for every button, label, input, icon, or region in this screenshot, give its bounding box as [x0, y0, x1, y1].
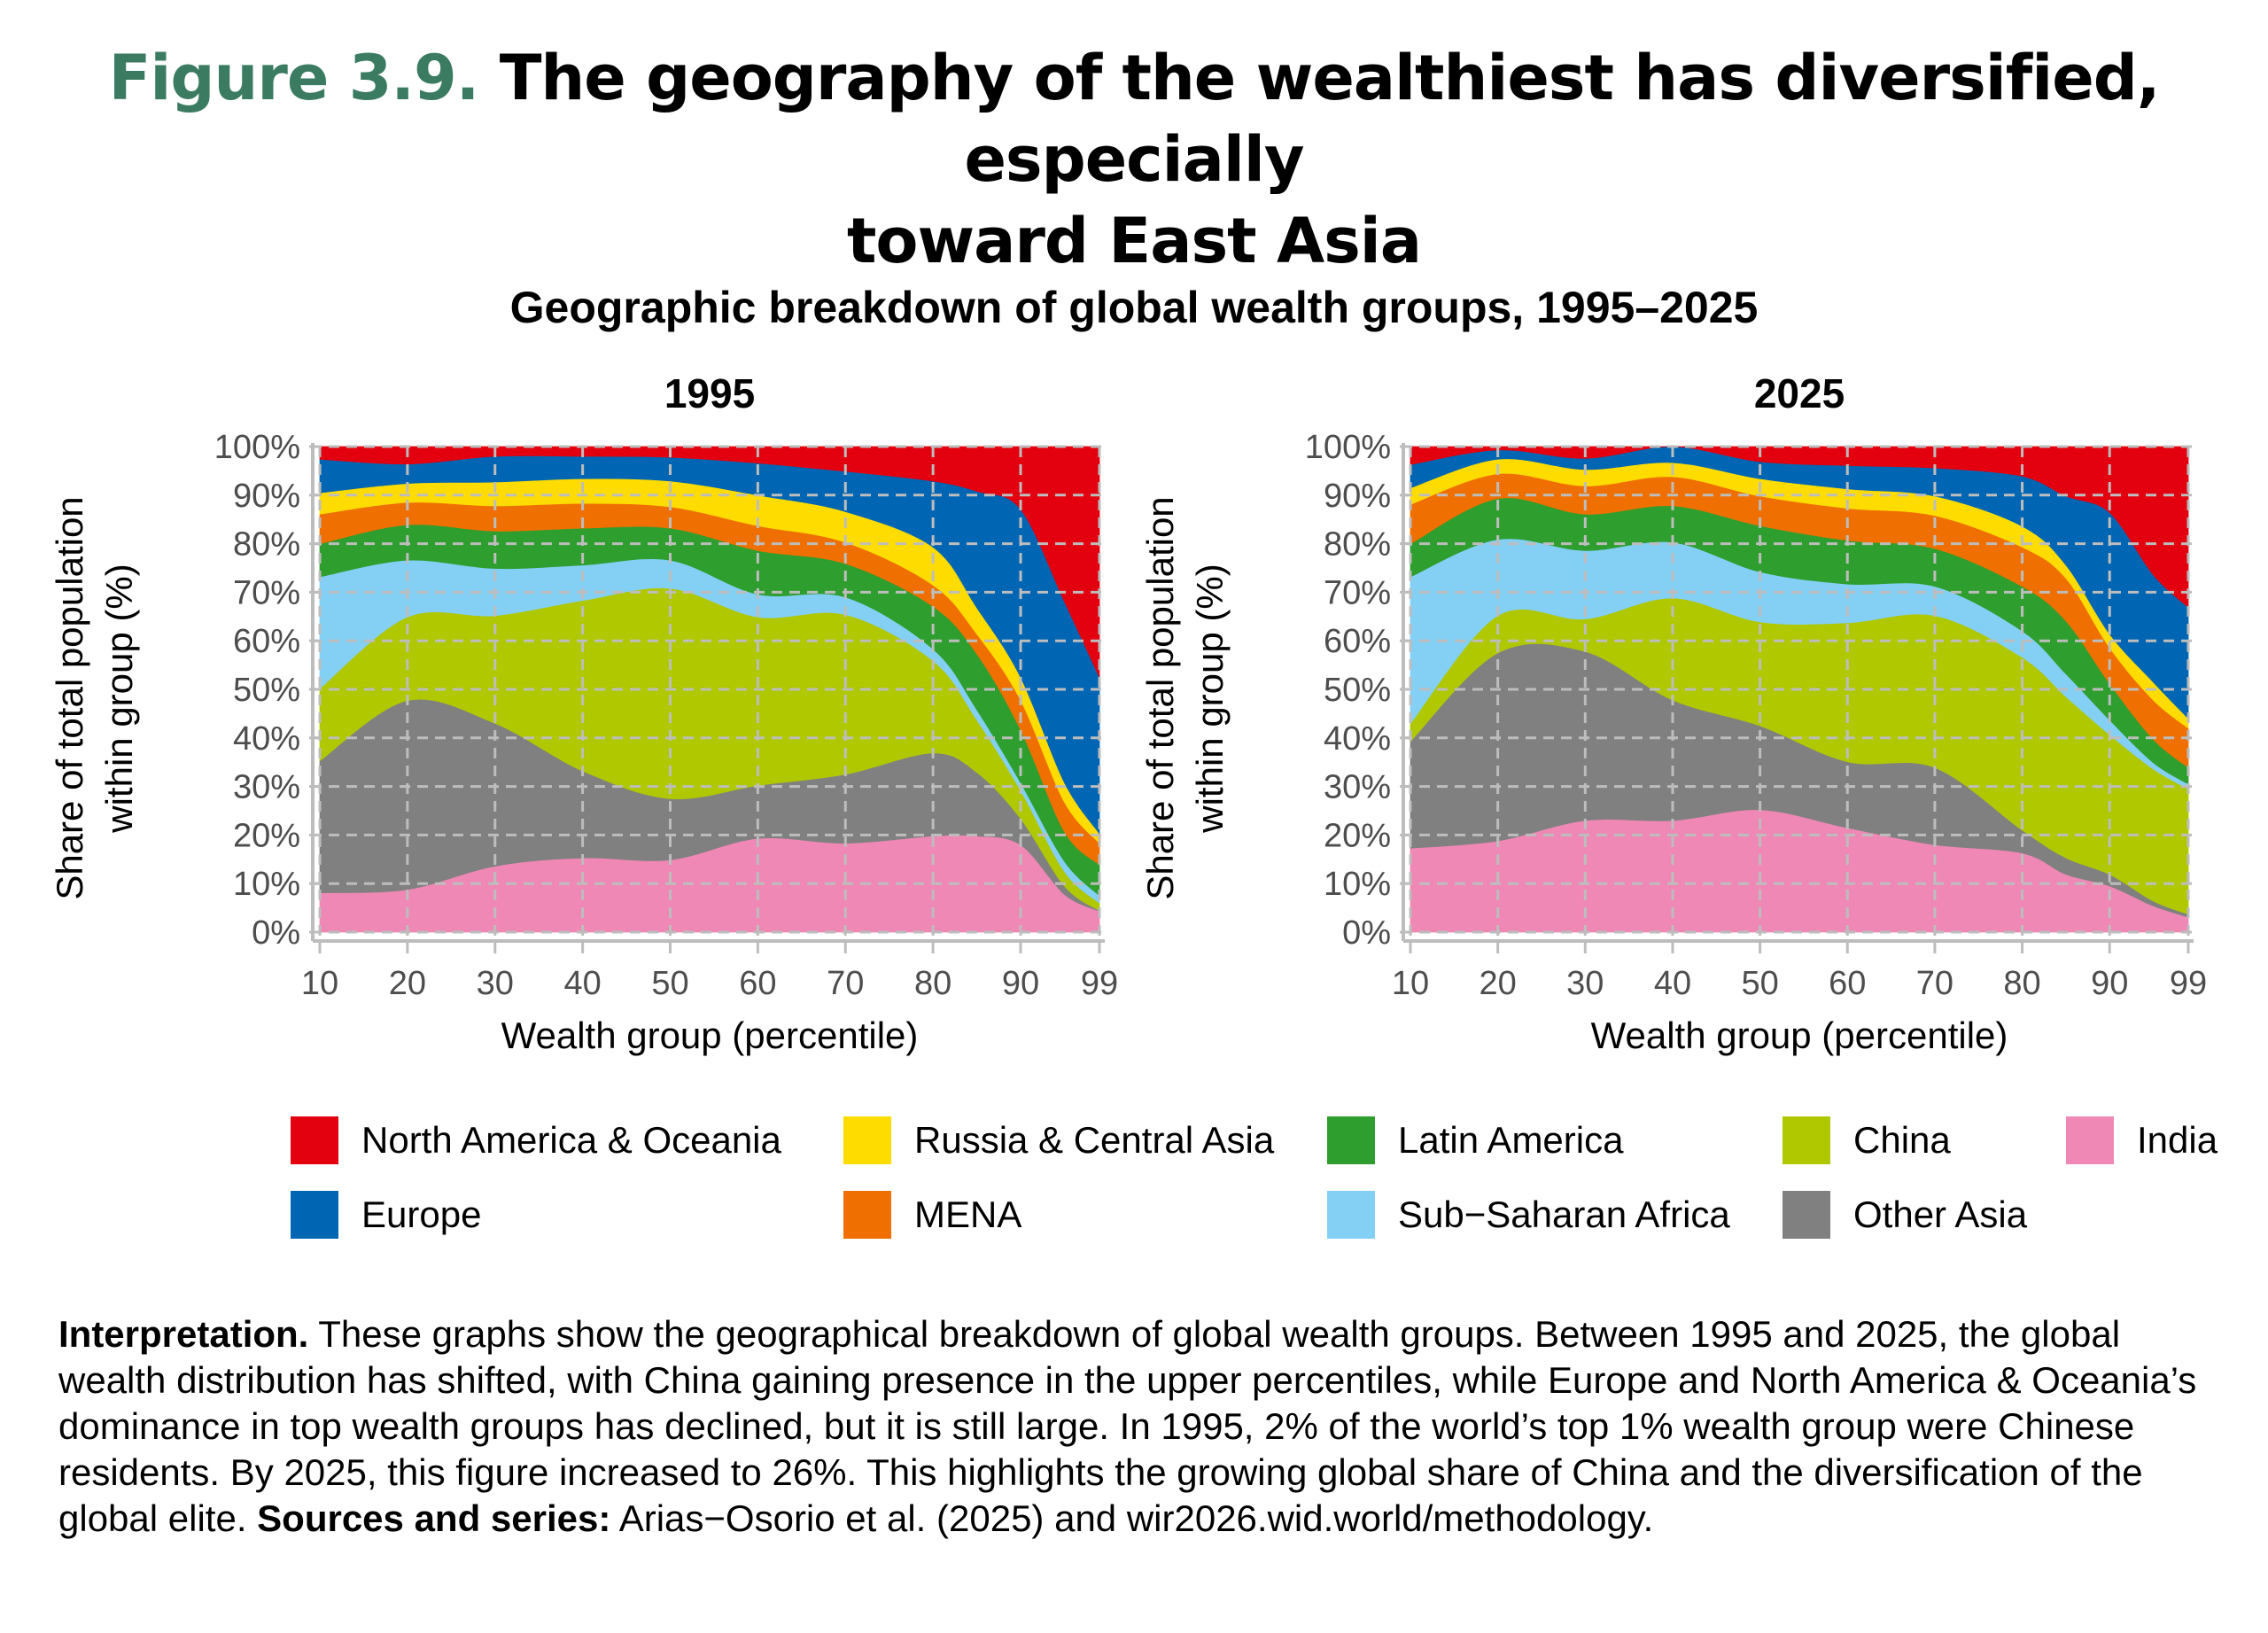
x-tick-label: 30 — [1566, 965, 1604, 1002]
chart-subtitle: Geographic breakdown of global wealth gr… — [509, 283, 1759, 332]
sources-text: Arias−Osorio et al. (2025) and wir2026.w… — [610, 1497, 1654, 1539]
sources-label: Sources and series: — [257, 1497, 611, 1539]
y-tick-label: 90% — [1324, 478, 1391, 515]
y-tick-label: 0% — [1342, 914, 1391, 952]
x-tick-label: 50 — [651, 965, 688, 1002]
x-tick-label: 20 — [389, 965, 426, 1002]
x-tick-label: 30 — [477, 965, 514, 1002]
y-axis-title: within group (%) — [1189, 564, 1231, 833]
y-axis-title: Share of total population — [1139, 496, 1181, 899]
x-tick-label: 70 — [1916, 965, 1953, 1002]
figure-title: Figure 3.9. The geography of the wealthi… — [0, 37, 2268, 282]
y-tick-label: 70% — [1324, 574, 1391, 611]
x-tick-label: 40 — [563, 965, 601, 1002]
interpretation-label: Interpretation. — [58, 1313, 309, 1355]
y-tick-label: 20% — [233, 817, 300, 854]
panel-title: 2025 — [1754, 370, 1845, 416]
x-tick-label: 60 — [739, 965, 776, 1002]
figure-label: Figure 3.9. — [108, 42, 480, 114]
y-tick-label: 10% — [1324, 866, 1391, 903]
y-tick-label: 50% — [233, 672, 300, 709]
y-tick-label: 0% — [252, 914, 300, 952]
y-tick-label: 10% — [233, 866, 300, 903]
x-tick-label: 60 — [1829, 965, 1866, 1002]
x-tick-label: 90 — [1002, 965, 1039, 1002]
x-tick-label: 20 — [1480, 965, 1517, 1002]
x-tick-label: 50 — [1741, 965, 1778, 1002]
y-tick-label: 90% — [233, 478, 300, 515]
x-tick-label: 40 — [1654, 965, 1691, 1002]
x-axis-title: Wealth group (percentile) — [1591, 1015, 2008, 1056]
y-tick-label: 60% — [233, 623, 300, 660]
chart-panel-2025: 0% 10% 20% 30% 40% 50% 60% 70% 80% 90% 100% 10 20 30 4… — [1139, 370, 2207, 1056]
x-tick-label: 80 — [2003, 965, 2040, 1002]
y-tick-label: 100% — [1305, 429, 1391, 466]
x-axis-title: Wealth group (percentile) — [501, 1015, 919, 1056]
y-axis-title: within group (%) — [98, 564, 140, 833]
x-tick-label: 99 — [1081, 965, 1118, 1002]
panel-title: 1995 — [664, 370, 755, 416]
x-tick-label: 10 — [301, 965, 338, 1002]
interpretation: Interpretation. These graphs show the ge… — [58, 1311, 2220, 1542]
chart-panel-1995: 0% 10% 20% 30% 40% 50% 60% 70% 80% 90% 100% 10 20 30 4… — [49, 370, 1118, 1056]
y-tick-label: 60% — [1324, 623, 1391, 660]
y-tick-label: 30% — [1324, 769, 1391, 806]
y-tick-label: 80% — [1324, 526, 1391, 564]
y-tick-label: 20% — [1324, 817, 1391, 854]
x-tick-label: 70 — [827, 965, 864, 1002]
y-tick-label: 50% — [1324, 672, 1391, 709]
x-tick-label: 90 — [2091, 965, 2128, 1002]
interpretation-text: These graphs show the geographical break… — [58, 1313, 2197, 1539]
x-tick-label: 10 — [1392, 965, 1429, 1002]
y-tick-label: 40% — [1324, 720, 1391, 758]
x-tick-label: 80 — [914, 965, 951, 1002]
y-axis-title: Share of total population — [49, 496, 90, 899]
y-tick-label: 70% — [233, 574, 300, 611]
figure-title-line2: toward East Asia — [846, 205, 1422, 277]
y-tick-label: 100% — [214, 429, 300, 466]
figure-title-line1: The geography of the wealthiest has dive… — [499, 42, 2161, 196]
y-tick-label: 40% — [233, 720, 300, 758]
y-tick-label: 80% — [233, 526, 300, 564]
x-tick-label: 99 — [2170, 965, 2207, 1002]
y-tick-label: 30% — [233, 769, 300, 806]
